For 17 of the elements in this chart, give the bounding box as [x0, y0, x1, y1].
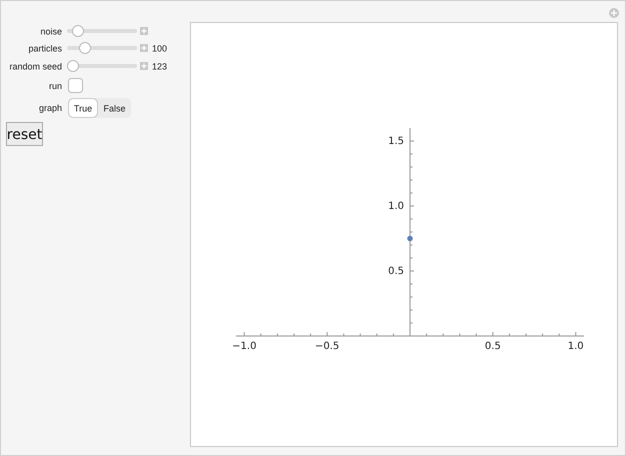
text: False — [103, 104, 126, 114]
x-tick-label: 1.0 — [568, 341, 584, 352]
y-tick-label: 0.5 — [388, 266, 404, 278]
y-tick-label: 1.5 — [388, 136, 404, 148]
text: 123 — [152, 62, 168, 72]
text: reset — [6, 127, 43, 143]
x-tick-label: −1.0 — [232, 341, 256, 352]
text: random seed — [9, 62, 62, 72]
text: True — [74, 104, 92, 114]
y-tick-label: 1.0 — [388, 201, 404, 212]
text: graph — [38, 103, 62, 113]
text: run — [48, 81, 62, 91]
text: particles — [28, 44, 62, 54]
text: 100 — [152, 44, 168, 54]
x-tick-label: −0.5 — [314, 341, 340, 352]
text: noise — [40, 26, 62, 36]
x-tick-label: 0.5 — [484, 341, 501, 352]
